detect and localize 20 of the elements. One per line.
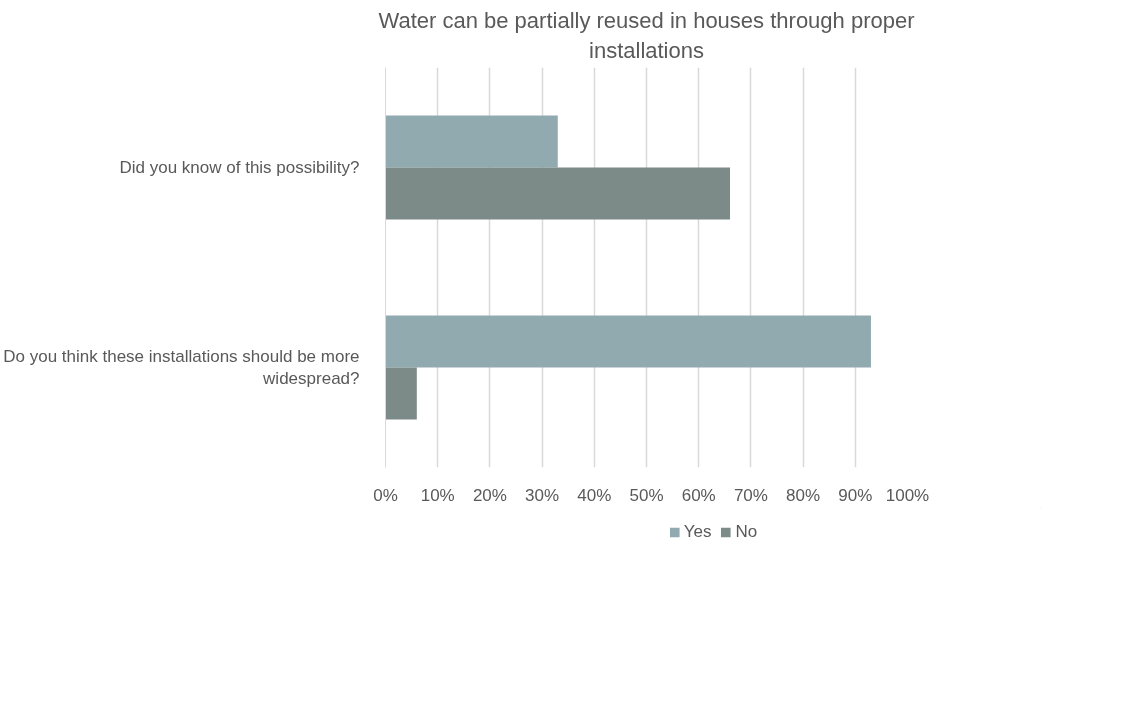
x-tick-label: 90% bbox=[838, 485, 873, 505]
x-tick-label: 100% bbox=[885, 485, 930, 505]
x-tick-label: 10% bbox=[420, 485, 455, 505]
x-tick-label: 60% bbox=[681, 485, 716, 505]
x-tick-label: 40% bbox=[577, 485, 612, 505]
x-tick-label: 80% bbox=[786, 485, 821, 505]
x-tick-label: 70% bbox=[733, 485, 768, 505]
bar bbox=[385, 315, 871, 368]
x-tick-label: 20% bbox=[472, 485, 507, 505]
bar bbox=[385, 167, 731, 220]
y-tick-label: Do you think these installations should be more widespread? bbox=[3, 346, 360, 389]
y-tick-label: Did you know of this possibility? bbox=[119, 158, 360, 177]
chart-title: Water can be partially reused in houses through proper installations bbox=[378, 7, 915, 63]
x-tick-label: 30% bbox=[525, 485, 560, 505]
x-tick-label: 0% bbox=[373, 485, 398, 505]
legend-label: No bbox=[735, 522, 758, 542]
bar bbox=[385, 367, 417, 420]
legend-label: Yes bbox=[683, 522, 712, 542]
x-tick-label: 50% bbox=[629, 485, 664, 505]
bar bbox=[385, 115, 558, 168]
